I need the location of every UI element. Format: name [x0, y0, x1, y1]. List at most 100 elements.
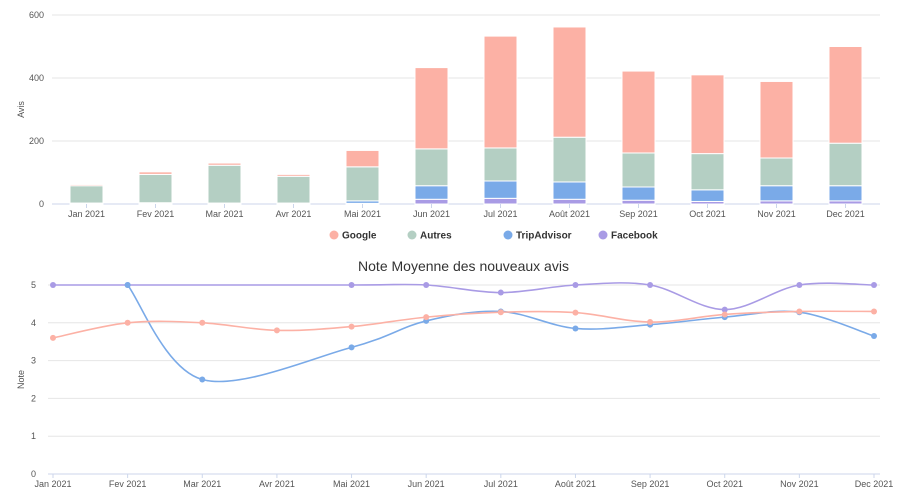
bar-google-aout-2021[interactable]: [552, 26, 587, 138]
bar-tripadvisor-jun-2021[interactable]: [414, 185, 449, 200]
bar-x-tick-jan-2021: Jan 2021: [68, 209, 105, 219]
point-google-jun-2021[interactable]: [423, 314, 430, 321]
line-x-tick-fev-2021: Fev 2021: [109, 479, 147, 489]
bar-y-tick-0: 0: [39, 199, 44, 209]
bar-autres-dec-2021[interactable]: [828, 142, 863, 187]
bar-tripadvisor-sep-2021[interactable]: [621, 186, 656, 201]
bar-autres-avr-2021[interactable]: [276, 175, 311, 204]
point-facebook-jul-2021[interactable]: [497, 289, 504, 296]
legend-marker-tripadvisor: [503, 230, 513, 240]
bar-autres-fev-2021[interactable]: [138, 173, 173, 204]
bar-autres-oct-2021[interactable]: [690, 153, 725, 191]
point-facebook-aout-2021[interactable]: [572, 282, 579, 288]
bar-google-mar-2021[interactable]: [207, 162, 242, 166]
line-x-tick-sep-2021: Sep 2021: [631, 479, 670, 489]
bar-google-dec-2021[interactable]: [828, 46, 863, 144]
bar-google-jul-2021[interactable]: [483, 35, 518, 149]
point-tripadvisor-fev-2021[interactable]: [124, 282, 131, 288]
line-chart-y-ticks: 0 1 2 3 4 5: [31, 280, 36, 479]
point-facebook-mai-2021[interactable]: [348, 282, 355, 288]
bar-autres-mai-2021[interactable]: [345, 166, 380, 202]
chart-legend[interactable]: Google Autres TripAdvisor Facebook: [329, 230, 659, 242]
bar-google-fev-2021[interactable]: [138, 171, 173, 175]
bar-autres-jan-2021[interactable]: [69, 185, 104, 204]
bar-autres-jun-2021[interactable]: [414, 148, 449, 187]
bar-facebook-sep-2021[interactable]: [621, 199, 656, 205]
point-google-aout-2021[interactable]: [572, 309, 579, 316]
point-google-nov-2021[interactable]: [796, 308, 803, 315]
legend-marker-facebook: [598, 230, 608, 240]
point-google-jan-2021[interactable]: [50, 334, 56, 341]
bar-tripadvisor-oct-2021[interactable]: [690, 189, 725, 202]
legend-label-facebook: Facebook: [611, 231, 658, 242]
bar-facebook-jul-2021[interactable]: [483, 197, 518, 205]
point-facebook-oct-2021[interactable]: [721, 306, 728, 313]
bar-google-avr-2021[interactable]: [276, 173, 311, 177]
bar-x-tick-mar-2021: Mar 2021: [205, 209, 243, 219]
bar-google-mai-2021[interactable]: [345, 149, 380, 168]
bar-y-tick-400: 400: [29, 73, 44, 83]
bar-autres-jul-2021[interactable]: [483, 147, 518, 182]
legend-marker-google: [329, 230, 339, 240]
bar-x-tick-avr-2021: Avr 2021: [276, 209, 312, 219]
bar-google-sep-2021[interactable]: [621, 70, 656, 154]
point-facebook-jan-2021[interactable]: [50, 282, 56, 288]
bar-x-tick-fev-2021: Fev 2021: [137, 209, 175, 219]
line-x-tick-oct-2021: Oct 2021: [706, 479, 743, 489]
point-google-mar-2021[interactable]: [199, 319, 206, 326]
line-y-tick-1: 1: [31, 431, 36, 441]
bar-x-tick-sep-2021: Sep 2021: [619, 209, 658, 219]
point-tripadvisor-mar-2021[interactable]: [199, 376, 206, 383]
bar-tripadvisor-jul-2021[interactable]: [483, 180, 518, 199]
bar-chart-y-axis-title: Avis: [16, 101, 26, 118]
bar-tripadvisor-aout-2021[interactable]: [552, 181, 587, 200]
legend-item-tripadvisor[interactable]: TripAdvisor: [503, 230, 572, 242]
bar-autres-aout-2021[interactable]: [552, 136, 587, 183]
bar-autres-mar-2021[interactable]: [207, 164, 242, 204]
point-facebook-jun-2021[interactable]: [423, 282, 430, 288]
line-chart-title: Note Moyenne des nouveaux avis: [358, 258, 569, 274]
point-google-jul-2021[interactable]: [497, 309, 504, 316]
point-google-oct-2021[interactable]: [721, 311, 728, 318]
line-google[interactable]: [52, 310, 875, 339]
line-chart-y-axis-title: Note: [16, 370, 26, 389]
line-x-tick-jul-2021: Jul 2021: [484, 479, 518, 489]
line-chart-series[interactable]: [50, 282, 877, 383]
line-x-tick-nov-2021: Nov 2021: [780, 479, 819, 489]
legend-item-autres[interactable]: Autres: [407, 230, 453, 242]
bar-google-oct-2021[interactable]: [690, 74, 725, 155]
point-tripadvisor-aout-2021[interactable]: [572, 325, 579, 332]
bar-autres-nov-2021[interactable]: [759, 157, 794, 187]
bar-tripadvisor-dec-2021[interactable]: [828, 185, 863, 202]
line-y-tick-0: 0: [31, 469, 36, 479]
point-google-fev-2021[interactable]: [124, 319, 131, 326]
bar-facebook-aout-2021[interactable]: [552, 198, 587, 205]
legend-label-autres: Autres: [420, 231, 452, 242]
line-facebook[interactable]: [53, 282, 875, 311]
legend-item-facebook[interactable]: Facebook: [598, 230, 659, 242]
bar-chart-x-ticks: Jan 2021 Fev 2021 Mar 2021 Avr 2021 Mai 2021…: [68, 204, 865, 219]
bar-x-tick-nov-2021: Nov 2021: [757, 209, 796, 219]
point-facebook-dec-2021[interactable]: [871, 282, 877, 288]
bar-chart-bars[interactable]: [69, 26, 863, 205]
point-facebook-nov-2021[interactable]: [796, 282, 803, 288]
legend-item-google[interactable]: Google: [329, 230, 377, 242]
bar-x-tick-oct-2021: Oct 2021: [689, 209, 726, 219]
line-y-tick-3: 3: [31, 356, 36, 366]
point-google-sep-2021[interactable]: [647, 319, 654, 326]
point-facebook-sep-2021[interactable]: [647, 282, 654, 288]
point-tripadvisor-mai-2021[interactable]: [348, 344, 355, 351]
point-google-dec-2021[interactable]: [871, 308, 877, 315]
point-google-mai-2021[interactable]: [348, 323, 355, 330]
line-x-tick-jan-2021: Jan 2021: [34, 479, 71, 489]
bar-tripadvisor-nov-2021[interactable]: [759, 185, 794, 202]
point-tripadvisor-dec-2021[interactable]: [871, 333, 877, 340]
bar-google-nov-2021[interactable]: [759, 80, 794, 159]
point-google-avr-2021[interactable]: [273, 327, 280, 334]
legend-marker-autres: [407, 230, 417, 240]
bar-google-jan-2021[interactable]: [69, 183, 104, 187]
bar-google-jun-2021[interactable]: [414, 67, 449, 150]
bar-facebook-jun-2021[interactable]: [414, 198, 449, 205]
bar-autres-sep-2021[interactable]: [621, 152, 656, 188]
